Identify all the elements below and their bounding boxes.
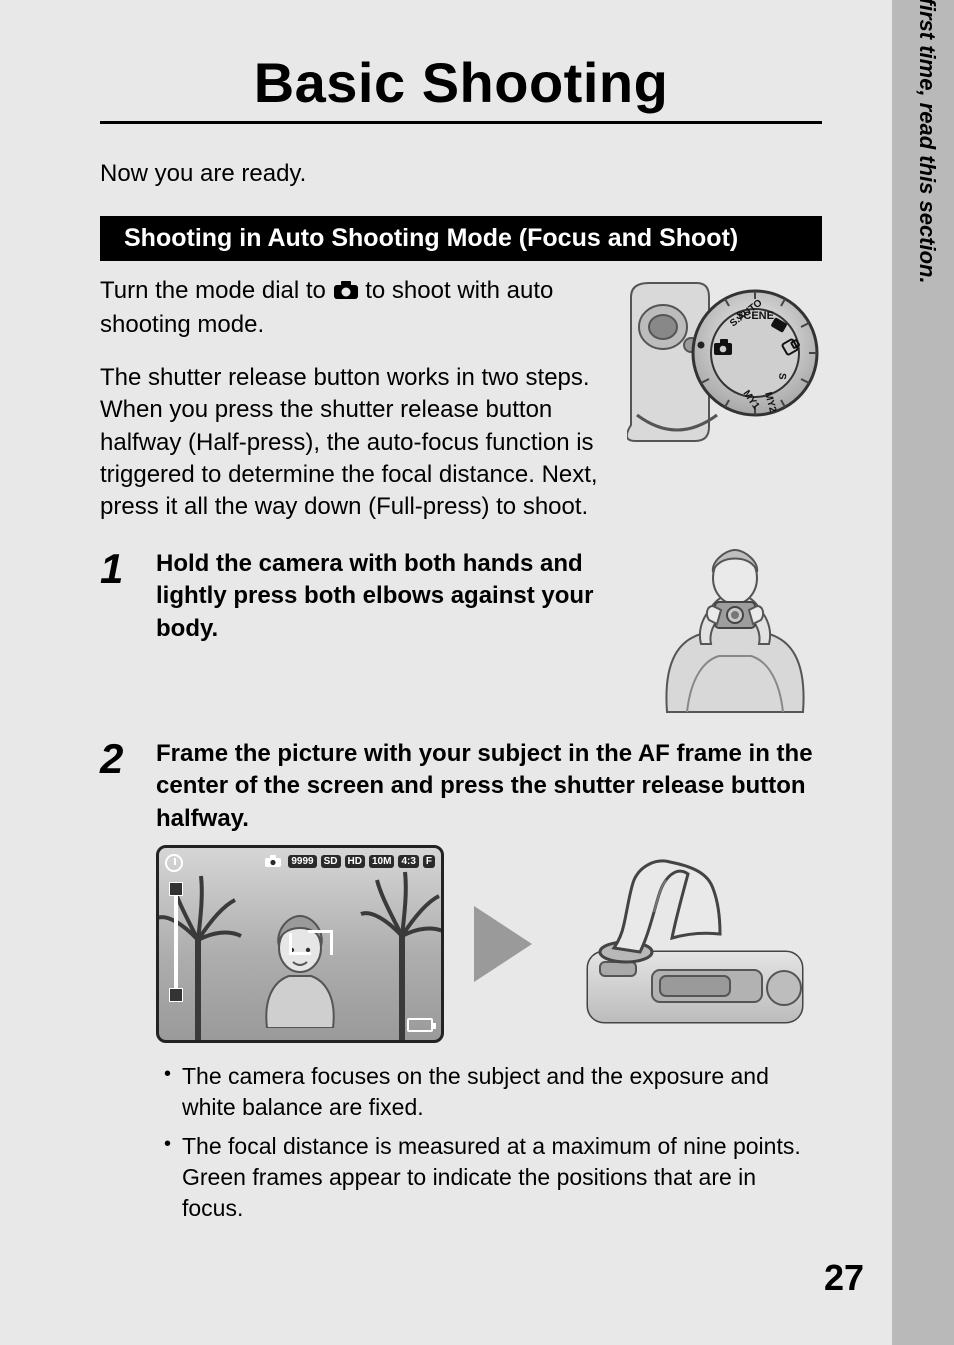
paragraph-1: Turn the mode dial to to shoot with auto… bbox=[100, 275, 609, 342]
lcd-screen-illustration: 9999 SD HD 10M 4:3 F bbox=[156, 845, 444, 1043]
step-1-title: Hold the camera with both hands and ligh… bbox=[156, 548, 629, 708]
lcd-af-frame bbox=[289, 933, 311, 955]
lcd-badge-hd: HD bbox=[345, 855, 365, 868]
page-title: Basic Shooting bbox=[100, 50, 822, 124]
lcd-badge-ratio: 4:3 bbox=[398, 855, 418, 868]
arrow-icon bbox=[474, 906, 532, 982]
mode-dial-illustration: S.AUTO SCENE S MY2 MY1 bbox=[627, 275, 822, 450]
paragraph-2: The shutter release button works in two … bbox=[100, 362, 609, 524]
side-tab-text: If you are using the camera for the firs… bbox=[914, 0, 940, 252]
half-press-illustration bbox=[562, 856, 812, 1031]
section-body-text: Turn the mode dial to to shoot with auto… bbox=[100, 275, 609, 524]
bullet-1: The camera focuses on the subject and th… bbox=[160, 1061, 822, 1123]
page-number: 27 bbox=[824, 1257, 864, 1299]
section-heading: Shooting in Auto Shooting Mode (Focus an… bbox=[100, 216, 822, 261]
section-body-row: Turn the mode dial to to shoot with auto… bbox=[100, 275, 822, 524]
camera-icon bbox=[333, 277, 359, 309]
step-2: 2 Frame the picture with your subject in… bbox=[100, 738, 822, 1232]
step-2-number: 2 bbox=[100, 738, 136, 1232]
lcd-badge-quality: F bbox=[423, 855, 435, 868]
svg-text:SCENE: SCENE bbox=[736, 310, 774, 322]
side-tab: If you are using the camera for the firs… bbox=[892, 0, 954, 1345]
lcd-zoom-indicator bbox=[169, 882, 183, 1002]
para1-before: Turn the mode dial to bbox=[100, 277, 333, 304]
step-1-number: 1 bbox=[100, 548, 136, 718]
step-2-illustration-row: 9999 SD HD 10M 4:3 F bbox=[156, 845, 822, 1043]
bullet-2: The focal distance is measured at a maxi… bbox=[160, 1131, 822, 1224]
lcd-status-bar: 9999 SD HD 10M 4:3 F bbox=[165, 852, 435, 872]
step-2-title: Frame the picture with your subject in t… bbox=[156, 738, 822, 835]
page-content: Basic Shooting Now you are ready. Shooti… bbox=[0, 0, 892, 1345]
step-2-bullets: The camera focuses on the subject and th… bbox=[156, 1061, 822, 1224]
hold-camera-illustration bbox=[647, 548, 822, 718]
lcd-shots-remaining: 9999 bbox=[288, 855, 316, 868]
lcd-battery-icon bbox=[407, 1018, 433, 1032]
lcd-badge-size: 10M bbox=[369, 855, 394, 868]
lcd-badge-sd: SD bbox=[321, 855, 341, 868]
intro-text: Now you are ready. bbox=[100, 160, 822, 188]
step-1: 1 Hold the camera with both hands and li… bbox=[100, 548, 822, 718]
lcd-camera-icon bbox=[262, 853, 284, 871]
